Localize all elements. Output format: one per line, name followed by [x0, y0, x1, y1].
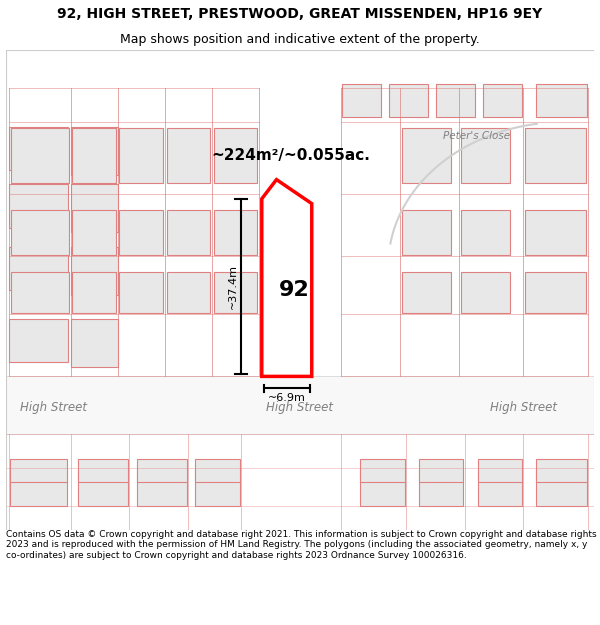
Bar [402, 128, 451, 183]
Bar [402, 272, 451, 312]
Bar [9, 247, 68, 290]
Bar [10, 459, 67, 482]
Bar [478, 459, 522, 482]
Text: Contains OS data © Crown copyright and database right 2021. This information is : Contains OS data © Crown copyright and d… [6, 530, 596, 560]
Bar [119, 128, 163, 183]
Bar [360, 459, 404, 482]
Bar [419, 459, 463, 482]
Bar [461, 128, 510, 183]
Bar [73, 128, 116, 183]
Bar [119, 210, 163, 255]
Bar [484, 84, 522, 118]
Bar [536, 469, 587, 506]
Bar [137, 459, 187, 482]
Bar [9, 127, 68, 170]
Bar [389, 84, 428, 118]
Text: ~224m²/~0.055ac.: ~224m²/~0.055ac. [212, 148, 371, 163]
Text: High Street: High Street [20, 401, 86, 414]
Bar [525, 272, 586, 312]
Bar [167, 210, 210, 255]
Bar [71, 247, 118, 295]
Bar [525, 128, 586, 183]
Bar [11, 128, 69, 183]
Bar [525, 210, 586, 255]
Bar [167, 272, 210, 312]
Text: ~6.9m: ~6.9m [268, 393, 306, 403]
Bar [167, 128, 210, 183]
Bar [536, 84, 587, 118]
Text: Map shows position and indicative extent of the property.: Map shows position and indicative extent… [120, 32, 480, 46]
Bar [73, 210, 116, 255]
Bar [73, 272, 116, 312]
Text: Peter's Close: Peter's Close [443, 131, 510, 141]
Text: ~37.4m: ~37.4m [227, 264, 238, 309]
Bar [536, 459, 587, 482]
Bar [6, 376, 594, 434]
Bar [419, 469, 463, 506]
Bar [9, 184, 68, 228]
Bar [214, 128, 257, 183]
Bar [214, 272, 257, 312]
Bar [196, 459, 240, 482]
Bar [360, 469, 404, 506]
Bar [11, 272, 69, 312]
Bar [343, 84, 381, 118]
Bar [9, 319, 68, 362]
Bar [71, 319, 118, 367]
Bar [402, 210, 451, 255]
Bar [78, 469, 128, 506]
Bar [11, 210, 69, 255]
Bar [436, 84, 475, 118]
Text: 92: 92 [279, 280, 310, 300]
Bar [461, 272, 510, 312]
Bar [214, 210, 257, 255]
Bar [119, 272, 163, 312]
Text: High Street: High Street [266, 401, 334, 414]
Bar [71, 127, 118, 175]
Bar [137, 469, 187, 506]
Bar [461, 210, 510, 255]
Bar [10, 469, 67, 506]
Bar [78, 459, 128, 482]
Bar [478, 469, 522, 506]
Bar [71, 184, 118, 232]
Text: High Street: High Street [490, 401, 557, 414]
Text: 92, HIGH STREET, PRESTWOOD, GREAT MISSENDEN, HP16 9EY: 92, HIGH STREET, PRESTWOOD, GREAT MISSEN… [58, 7, 542, 21]
Bar [196, 469, 240, 506]
